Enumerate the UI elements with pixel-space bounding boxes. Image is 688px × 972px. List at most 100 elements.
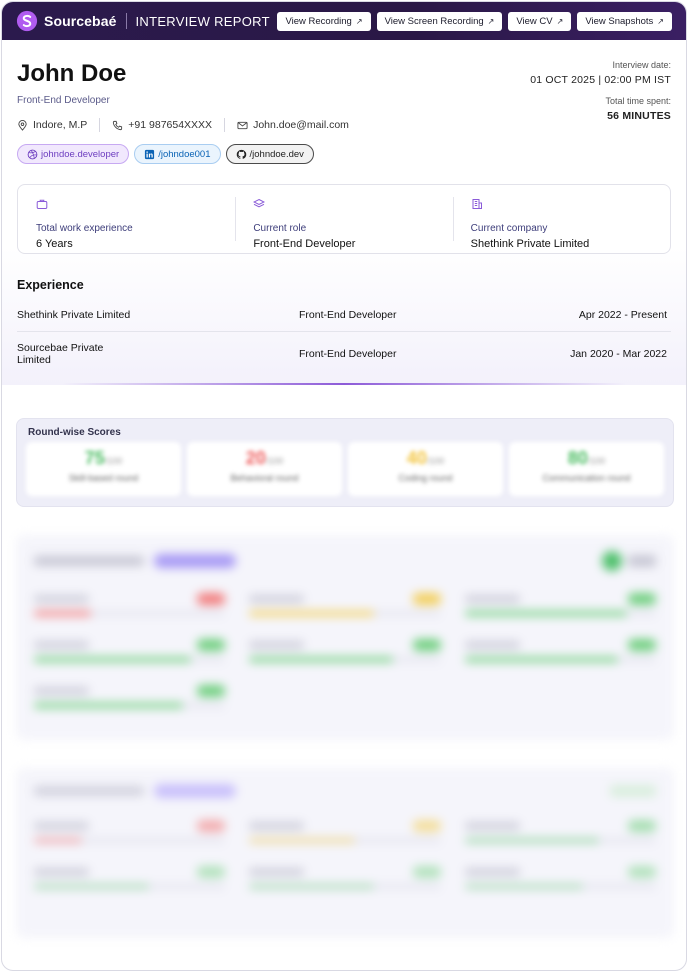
view-snapshots-button[interactable]: View Snapshots ↗ <box>577 11 672 31</box>
score-max: /100 <box>426 456 445 466</box>
round-detail-header <box>34 784 656 798</box>
metric-pill <box>627 820 656 832</box>
metric-pill <box>627 639 656 651</box>
metric-bar <box>34 611 226 616</box>
metric-fill <box>249 838 355 843</box>
metric-label <box>34 641 89 649</box>
briefcase-icon <box>36 199 48 209</box>
metric-pill <box>197 820 226 832</box>
experience-company: Sourcebae Private Limited <box>17 342 104 366</box>
round-detail-blurred <box>16 535 674 740</box>
score-round-name: Coding round <box>398 473 453 483</box>
scores-title: Round-wise Scores <box>28 427 121 438</box>
email-text: John.doe@mail.com <box>253 119 349 131</box>
github-icon <box>236 149 246 159</box>
brand-name: Sourcebaé <box>44 13 117 29</box>
metric-fill <box>249 884 374 889</box>
location-text: Indore, M.P <box>33 119 88 131</box>
round-score-placeholder <box>628 555 656 567</box>
metric-label <box>34 687 89 695</box>
candidate-name: John Doe <box>17 60 127 87</box>
round-wise-scores: Round-wise Scores 75/100 Skill-based rou… <box>16 418 674 507</box>
metric-pill <box>627 866 656 878</box>
score-max: /100 <box>587 456 606 466</box>
metric-item <box>249 593 441 621</box>
metric-bar <box>34 884 226 889</box>
metric-item <box>464 593 656 621</box>
location-pin-icon <box>18 119 27 131</box>
contact-row: Indore, M.P +91 987654XXXX John.doe@mail… <box>17 118 671 132</box>
view-screen-recording-button[interactable]: View Screen Recording ↗ <box>376 11 503 31</box>
round-score-placeholder <box>610 785 656 797</box>
metric-item <box>34 593 226 621</box>
metric-fill <box>464 838 599 843</box>
experience-role: Front-End Developer <box>299 308 397 321</box>
stat-value: Front-End Developer <box>253 238 356 250</box>
metric-pill <box>197 639 226 651</box>
score-value: 80 <box>567 448 588 468</box>
phone: +91 987654XXXX <box>112 119 212 131</box>
round-score <box>602 551 656 571</box>
metric-bar <box>249 611 441 616</box>
metric-label <box>464 641 520 649</box>
metric-bar <box>249 884 441 889</box>
metric-bar <box>34 838 226 843</box>
metric-grid <box>34 820 656 894</box>
stat-label: Current company <box>470 223 548 234</box>
stat-label: Total work experience <box>36 223 133 234</box>
phone-text: +91 987654XXXX <box>128 119 213 131</box>
metric-fill <box>464 657 618 662</box>
dribbble-icon <box>27 149 38 159</box>
score-round-name: Behavioral round <box>230 473 299 483</box>
dribbble-link[interactable]: johndoe.developer <box>17 144 130 164</box>
round-detail-header <box>34 551 656 571</box>
email[interactable]: John.doe@mail.com <box>237 119 349 131</box>
score-card-communication: 80/100 Communication round <box>509 442 664 496</box>
experience-table: Shethink Private Limited Front-End Devel… <box>17 306 671 376</box>
linkedin-handle: /johndoe001 <box>158 148 211 160</box>
dribbble-handle: johndoe.developer <box>41 148 120 160</box>
metric-fill <box>34 611 92 616</box>
experience-dates: Jan 2020 - Mar 2022 <box>570 348 667 360</box>
linkedin-link[interactable]: /johndoe001 <box>134 144 221 164</box>
interview-meta: Interview date: 01 OCT 2025 | 02:00 PM I… <box>530 60 671 122</box>
metric-item <box>249 866 441 894</box>
view-recording-button[interactable]: View Recording ↗ <box>277 11 371 31</box>
metric-item <box>34 820 226 848</box>
metric-label <box>464 868 520 876</box>
round-detail-title-placeholder <box>34 556 144 566</box>
building-icon <box>472 199 482 209</box>
interview-date-label: Interview date: <box>612 60 671 70</box>
github-link[interactable]: /johndoe.dev <box>225 144 314 164</box>
score-value: 75 <box>84 448 105 468</box>
stat-value: Shethink Private Limited <box>470 238 590 250</box>
metric-pill <box>197 593 226 605</box>
metric-item <box>34 866 226 894</box>
summary-stats: Total work experience 6 Years Current ro… <box>17 184 671 254</box>
metric-fill <box>464 611 628 616</box>
time-spent-label: Total time spent: <box>605 96 671 106</box>
github-handle: /johndoe.dev <box>249 148 304 160</box>
round-score-dot <box>602 551 622 571</box>
metric-label <box>249 641 305 649</box>
metric-pill <box>412 866 441 878</box>
experience-role: Front-End Developer <box>299 348 397 360</box>
metric-item <box>34 639 226 667</box>
view-cv-button[interactable]: View CV ↗ <box>508 11 572 31</box>
score-value: 20 <box>245 448 266 468</box>
layers-icon <box>253 198 266 208</box>
metric-label <box>34 595 89 603</box>
metric-bar <box>464 838 656 843</box>
view-screen-recording-label: View Screen Recording <box>384 15 484 27</box>
interview-date-value: 01 OCT 2025 | 02:00 PM IST <box>530 74 671 86</box>
experience-company: Shethink Private Limited <box>17 308 131 321</box>
round-badge <box>154 554 236 568</box>
metric-label <box>464 822 520 830</box>
location: Indore, M.P <box>17 119 87 131</box>
experience-dates: Apr 2022 - Present <box>578 308 667 321</box>
metric-label <box>464 595 520 603</box>
metric-pill <box>412 639 441 651</box>
round-badge <box>154 784 236 798</box>
phone-icon <box>113 120 123 130</box>
